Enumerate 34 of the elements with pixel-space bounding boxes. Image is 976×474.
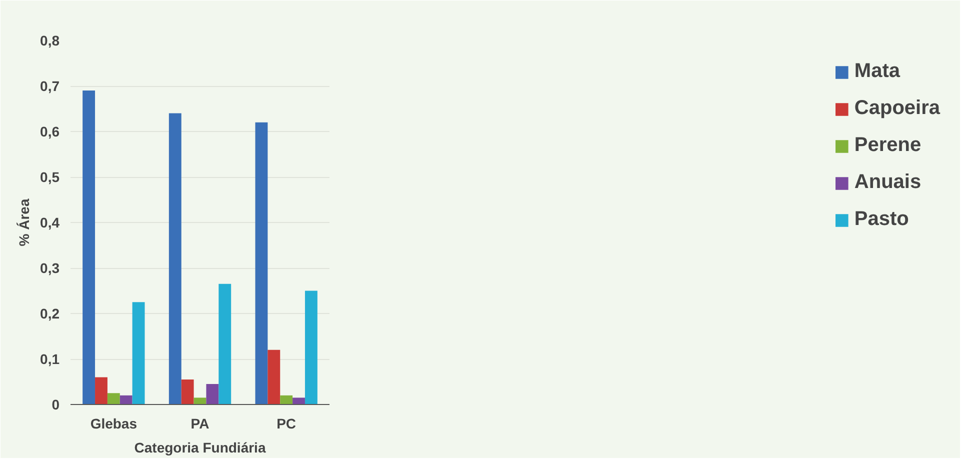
y-tick-label: 0,7 — [40, 78, 60, 94]
y-tick-label: 0,4 — [40, 214, 60, 230]
y-tick-label: 0,6 — [40, 124, 60, 140]
bar — [194, 398, 206, 404]
y-tick-label: 0,1 — [40, 351, 60, 367]
bar — [95, 377, 108, 404]
y-tick-label: 0,3 — [40, 260, 60, 276]
legend-label: Pasto — [854, 208, 909, 231]
legend-label: Anuais — [854, 171, 922, 194]
y-tick-label: 0,8 — [40, 32, 60, 48]
bar — [168, 113, 182, 404]
y-tick-label: 0 — [52, 396, 60, 412]
bar — [206, 384, 219, 404]
bar — [107, 393, 120, 404]
legend-label: Mata — [854, 60, 900, 83]
legend-label: Perene — [854, 134, 922, 157]
x-axis-title: Categoria Fundiária — [134, 440, 266, 456]
bar — [132, 302, 145, 404]
x-tick-label: Glebas — [90, 416, 138, 432]
y-tick-label: 0,5 — [40, 169, 60, 185]
bar — [82, 90, 96, 404]
y-axis-title: % Área — [16, 198, 32, 246]
bar — [280, 395, 293, 404]
bar — [181, 379, 194, 404]
bar — [120, 395, 132, 404]
x-tick-label: PC — [276, 416, 296, 432]
x-tick-label: PA — [190, 416, 210, 432]
bar — [255, 122, 268, 404]
y-tick-label: 0,2 — [40, 306, 60, 322]
bar — [304, 290, 318, 404]
bar — [268, 350, 280, 404]
bar — [218, 284, 232, 404]
bar — [292, 398, 305, 404]
legend-label: Capoeira — [854, 97, 940, 120]
